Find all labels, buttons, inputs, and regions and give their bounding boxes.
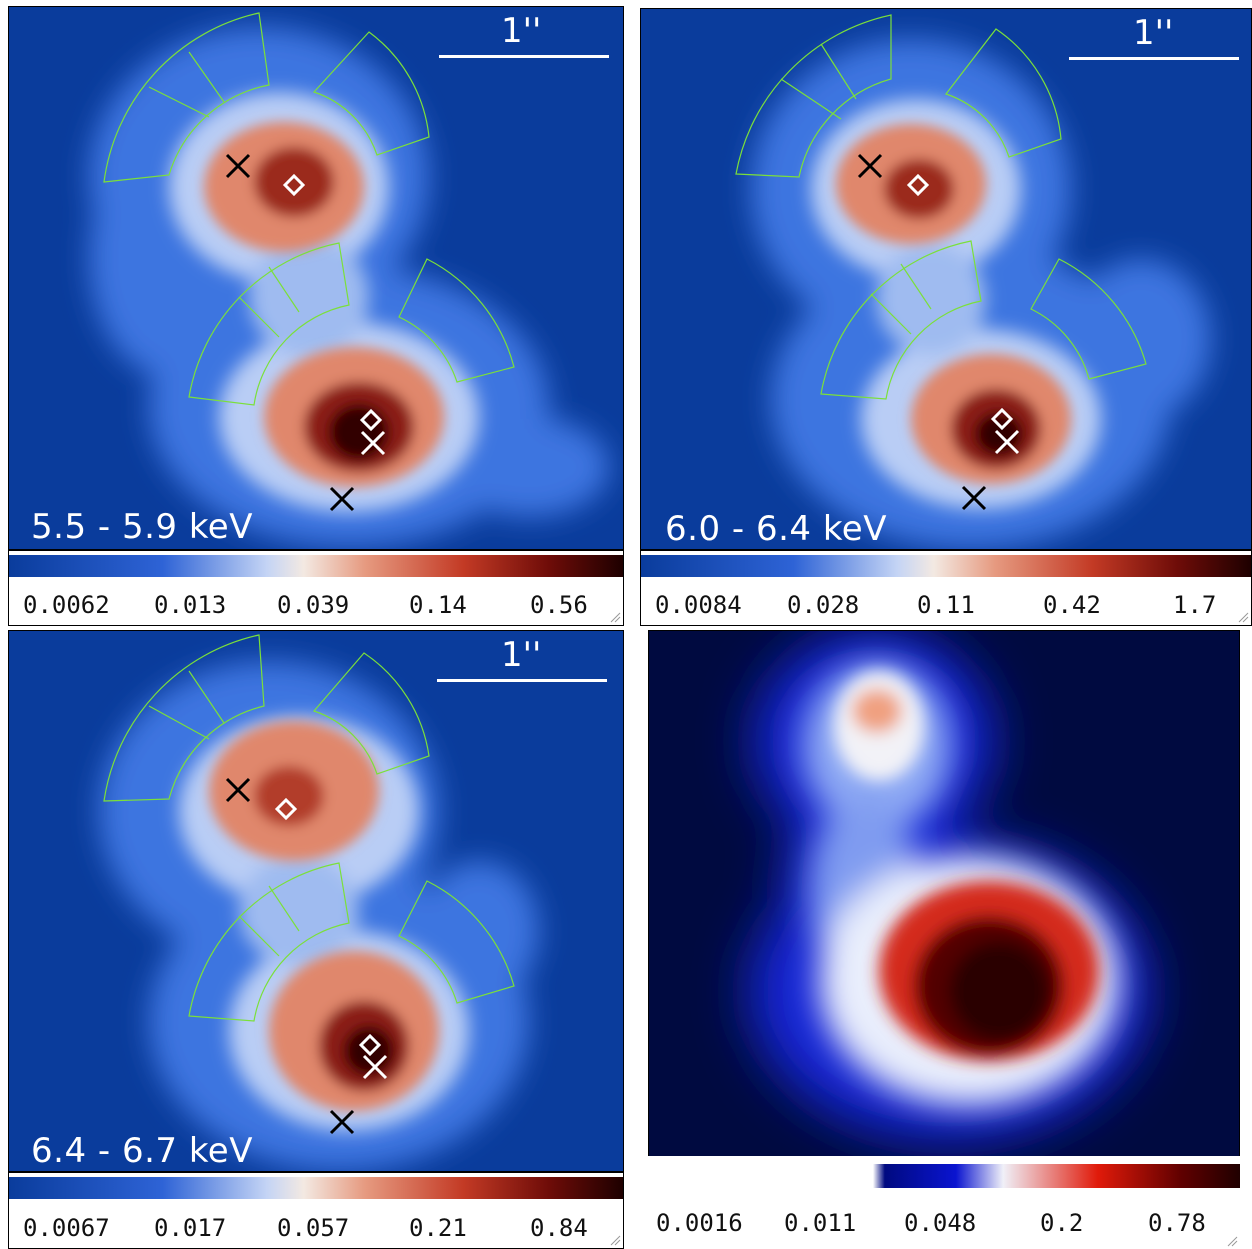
colorbar: 0.0062 0.013 0.039 0.14 0.56 bbox=[8, 550, 624, 626]
colorbar-tick: 0.039 bbox=[277, 591, 350, 619]
colorbar-tick: 0.028 bbox=[787, 591, 860, 619]
colorbar-gradient bbox=[641, 555, 1251, 577]
colorbar-tick: 0.057 bbox=[277, 1214, 350, 1242]
smoothed-image bbox=[648, 630, 1240, 1163]
scale-label: 1'' bbox=[501, 11, 542, 51]
colorbar-tick: 0.0062 bbox=[23, 591, 110, 619]
colorbar-tick: 0.017 bbox=[154, 1214, 227, 1242]
x-marker-black bbox=[225, 777, 355, 1135]
colorbar-gradient bbox=[648, 1164, 1240, 1188]
resize-grip-icon[interactable] bbox=[1237, 611, 1249, 623]
energy-band-label: 6.0 - 6.4 keV bbox=[665, 509, 887, 549]
energy-band-label: 5.5 - 5.9 keV bbox=[31, 507, 253, 547]
annular-regions bbox=[103, 634, 515, 1022]
scale-bar bbox=[1069, 57, 1239, 60]
diamond-marker-white bbox=[282, 173, 383, 432]
colorbar-tick: 0.78 bbox=[1148, 1209, 1206, 1237]
xray-image-6p4-6p7: 1'' 6.4 - 6.7 keV bbox=[8, 630, 624, 1172]
x-marker-white bbox=[362, 1054, 388, 1080]
resize-grip-icon[interactable] bbox=[609, 611, 621, 623]
energy-band-label: 6.4 - 6.7 keV bbox=[31, 1131, 253, 1171]
colorbar-tick: 0.14 bbox=[409, 591, 467, 619]
colorbar-tick: 0.048 bbox=[904, 1209, 977, 1237]
diamond-marker-white bbox=[906, 173, 1014, 431]
x-marker-black bbox=[857, 153, 987, 511]
xray-image-5p5-5p9: 1'' 5.5 - 5.9 keV bbox=[8, 6, 624, 550]
scale-bar bbox=[439, 55, 609, 58]
colorbar-tick: 0.56 bbox=[530, 591, 588, 619]
colorbar-tick: 0.11 bbox=[917, 591, 975, 619]
panel-5p5-5p9: 1'' 5.5 - 5.9 keV 0.0062 0.013 0.039 0.1… bbox=[8, 6, 624, 626]
colorbar: 0.0084 0.028 0.11 0.42 1.7 bbox=[640, 550, 1252, 626]
annular-regions bbox=[735, 14, 1147, 400]
annular-regions bbox=[103, 12, 515, 406]
scale-label: 1'' bbox=[1133, 13, 1174, 53]
x-marker-white bbox=[360, 430, 386, 456]
x-marker-white bbox=[994, 429, 1020, 455]
colorbar-tick: 0.0067 bbox=[23, 1214, 110, 1242]
colorbar: 0.0067 0.017 0.057 0.21 0.84 bbox=[8, 1172, 624, 1249]
xray-image-6p0-6p4: 1'' 6.0 - 6.4 keV bbox=[640, 8, 1252, 550]
colorbar-tick: 0.013 bbox=[154, 591, 227, 619]
panel-6p0-6p4: 1'' 6.0 - 6.4 keV 0.0084 0.028 0.11 0.42… bbox=[640, 8, 1252, 626]
resize-grip-icon[interactable] bbox=[1226, 1235, 1238, 1247]
colorbar-tick: 0.42 bbox=[1043, 591, 1101, 619]
diamond-marker-white bbox=[274, 797, 382, 1057]
colorbar-tick: 0.84 bbox=[530, 1214, 588, 1242]
colorbar-tick: 0.21 bbox=[409, 1214, 467, 1242]
panel-6p4-6p7: 1'' 6.4 - 6.7 keV 0.0067 0.017 0.057 0.2… bbox=[8, 630, 624, 1249]
panel-smoothed-map: 0.0016 0.011 0.048 0.2 0.78 bbox=[648, 630, 1240, 1249]
colorbar-gradient bbox=[9, 555, 623, 577]
colorbar-gradient bbox=[9, 1177, 623, 1199]
scale-bar bbox=[437, 679, 607, 682]
colorbar-tick: 0.0084 bbox=[655, 591, 742, 619]
colorbar-tick: 0.2 bbox=[1040, 1209, 1084, 1237]
colorbar: 0.0016 0.011 0.048 0.2 0.78 bbox=[648, 1156, 1240, 1249]
scale-label: 1'' bbox=[501, 635, 542, 675]
colorbar-tick: 0.0016 bbox=[656, 1209, 743, 1237]
colorbar-tick: 0.011 bbox=[784, 1209, 857, 1237]
x-marker-black bbox=[225, 153, 355, 512]
colorbar-tick: 1.7 bbox=[1173, 591, 1217, 619]
resize-grip-icon[interactable] bbox=[609, 1234, 621, 1246]
